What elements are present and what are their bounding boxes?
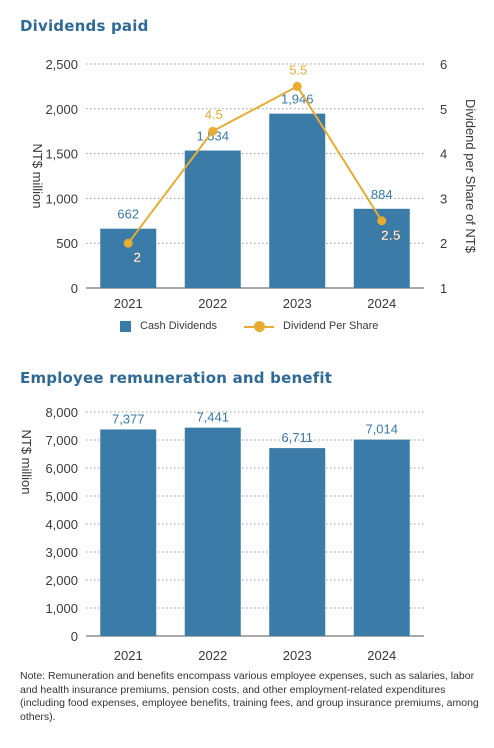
y-tick-label: 3,000 — [45, 545, 78, 560]
y-tick-label: 2,500 — [45, 57, 78, 72]
y-right-tick-label: 6 — [440, 57, 447, 72]
y-right-tick-label: 2 — [440, 236, 447, 251]
line-point — [377, 216, 387, 226]
footnote-label: Note: — [20, 670, 46, 682]
dividends-chart: 0 500 1,000 1,500 2,000 2,500 1 2 3 4 5 6 NT$ millio… — [30, 57, 478, 311]
y-tick-label: 2,000 — [45, 573, 78, 588]
bar-value-label: 1,946 — [281, 92, 314, 107]
bar-value-label: 7,377 — [112, 411, 145, 426]
y-right-axis-title: Dividend per Share of NT$ — [463, 99, 478, 254]
bar — [100, 429, 157, 636]
x-tick-label: 2024 — [367, 648, 396, 663]
chart1-legend: Cash Dividends Dividend Per Share — [0, 320, 494, 336]
chart1-title: Dividends paid — [20, 17, 149, 35]
y-axis-title: NT$ million — [30, 143, 45, 208]
bar-value-label: 884 — [371, 187, 393, 202]
legend-item-dividend-per-share: Dividend Per Share — [244, 320, 378, 332]
line-point — [292, 81, 302, 91]
y-tick-label: 500 — [56, 236, 78, 251]
y-right-tick-label: 1 — [440, 281, 447, 296]
bar — [269, 448, 326, 636]
bar — [269, 113, 326, 288]
y-tick-label: 8,000 — [45, 405, 78, 420]
y-tick-label: 7,000 — [45, 433, 78, 448]
y-tick-label: 4,000 — [45, 517, 78, 532]
bar-value-label: 7,441 — [196, 410, 229, 425]
x-tick-label: 2022 — [198, 648, 227, 663]
employee-remuneration-chart: 0 1,000 2,000 3,000 4,000 5,000 6,000 7,000 8,00… — [19, 405, 424, 663]
legend-item-cash-dividends: Cash Dividends — [120, 320, 217, 332]
y-right-tick-label: 4 — [440, 147, 447, 162]
line-point — [123, 238, 133, 248]
bar — [353, 439, 410, 636]
bar — [184, 150, 241, 288]
x-tick-label: 2021 — [114, 296, 143, 311]
y-tick-label: 1,000 — [45, 191, 78, 206]
legend-label-cash-dividends: Cash Dividends — [140, 320, 218, 332]
line-value-label: 2.5 — [381, 227, 401, 243]
line-value-label: 5.5 — [289, 62, 307, 77]
footnote: Note: Remuneration and benefits encompas… — [20, 670, 482, 724]
bar-value-label: 662 — [117, 207, 139, 222]
chart2-title: Employee remuneration and benefit — [20, 369, 333, 387]
dividend-per-share-line — [127, 85, 383, 244]
y-tick-label: 2,000 — [45, 102, 78, 117]
legend-label-dividend-per-share: Dividend Per Share — [283, 320, 379, 332]
y-tick-label: 0 — [71, 629, 78, 644]
y-tick-label: 6,000 — [45, 461, 78, 476]
y-right-tick-label: 3 — [440, 191, 447, 206]
line-point — [208, 126, 218, 136]
x-tick-label: 2023 — [283, 296, 312, 311]
bar-value-label: 6,711 — [281, 430, 313, 445]
y-tick-label: 5,000 — [45, 489, 78, 504]
line-value-label: 2 — [133, 249, 141, 265]
bar-value-label: 7,014 — [365, 422, 398, 437]
x-tick-label: 2023 — [283, 648, 312, 663]
y-axis-title: NT$ million — [19, 429, 34, 494]
x-tick-label: 2022 — [198, 296, 227, 311]
bar-value-label: 1,534 — [196, 129, 229, 144]
y-tick-label: 1,500 — [45, 147, 78, 162]
bar — [100, 228, 157, 288]
line-value-label: 4.5 — [205, 107, 223, 122]
y-tick-label: 1,000 — [45, 601, 78, 616]
y-right-tick-label: 5 — [440, 102, 447, 117]
bar — [184, 427, 241, 636]
legend-swatch-line — [244, 320, 274, 332]
footnote-text: Remuneration and benefits encompass vari… — [20, 670, 479, 723]
y-tick-label: 0 — [71, 281, 78, 296]
x-tick-label: 2024 — [367, 296, 396, 311]
legend-swatch-bar — [120, 320, 131, 332]
x-tick-label: 2021 — [114, 648, 143, 663]
